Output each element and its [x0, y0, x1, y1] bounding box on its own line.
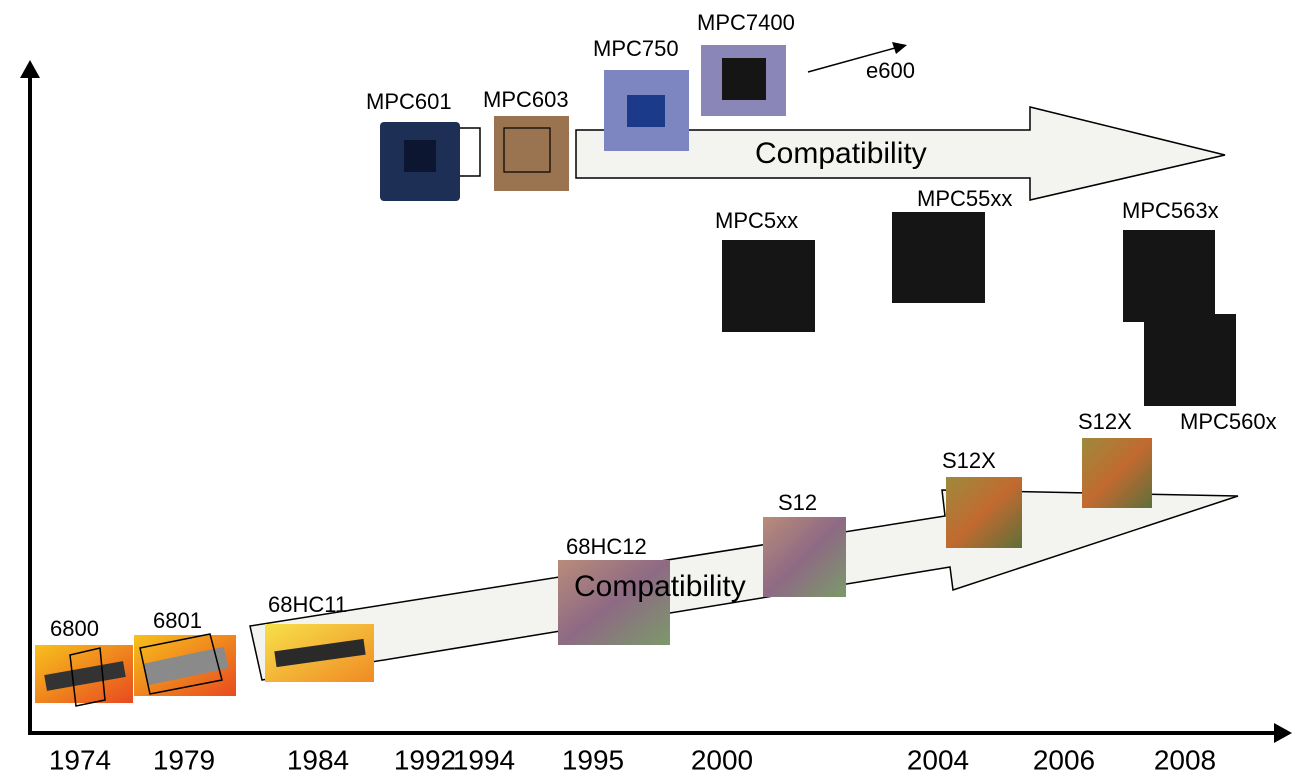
chip-label: MPC601	[366, 89, 452, 114]
chip-label: 68HC12	[566, 534, 647, 559]
arrow-label: e600	[866, 58, 915, 83]
year: 1984	[287, 744, 349, 775]
year: 2008	[1154, 744, 1216, 775]
year: 1994	[453, 744, 515, 775]
chip-label: S12X	[942, 448, 996, 473]
chip-label: MPC5xx	[715, 208, 798, 233]
top-arrow: Compatibility e600	[455, 42, 1225, 200]
chip-label: MPC560x	[1180, 409, 1277, 434]
chip-label: MPC7400	[697, 10, 795, 35]
chip-label: MPC563x	[1122, 198, 1219, 223]
chip-label: 6800	[50, 616, 99, 641]
chip-label: MPC55xx	[917, 186, 1012, 211]
year: 1992	[394, 744, 456, 775]
year: 2004	[907, 744, 969, 775]
chip-label: 6801	[153, 608, 202, 633]
year-labels: 1974 1979 1984 1992 1994 1995 2000 2004 …	[49, 744, 1216, 775]
chip-label: 68HC11	[268, 592, 347, 617]
year: 1974	[49, 744, 111, 775]
year: 2006	[1033, 744, 1095, 775]
year: 1979	[153, 744, 215, 775]
chip-label: S12	[778, 490, 817, 515]
year: 1995	[562, 744, 624, 775]
chip-label: MPC750	[593, 36, 679, 61]
year: 2000	[691, 744, 753, 775]
arrow-label: Compatibility	[755, 137, 927, 170]
arrow-label: Compatibility	[574, 570, 746, 603]
diagram: 1974 1979 1984 1992 1994 1995 2000 2004 …	[0, 0, 1298, 776]
chip-label: MPC603	[483, 87, 569, 112]
chip-label: S12X	[1078, 409, 1132, 434]
